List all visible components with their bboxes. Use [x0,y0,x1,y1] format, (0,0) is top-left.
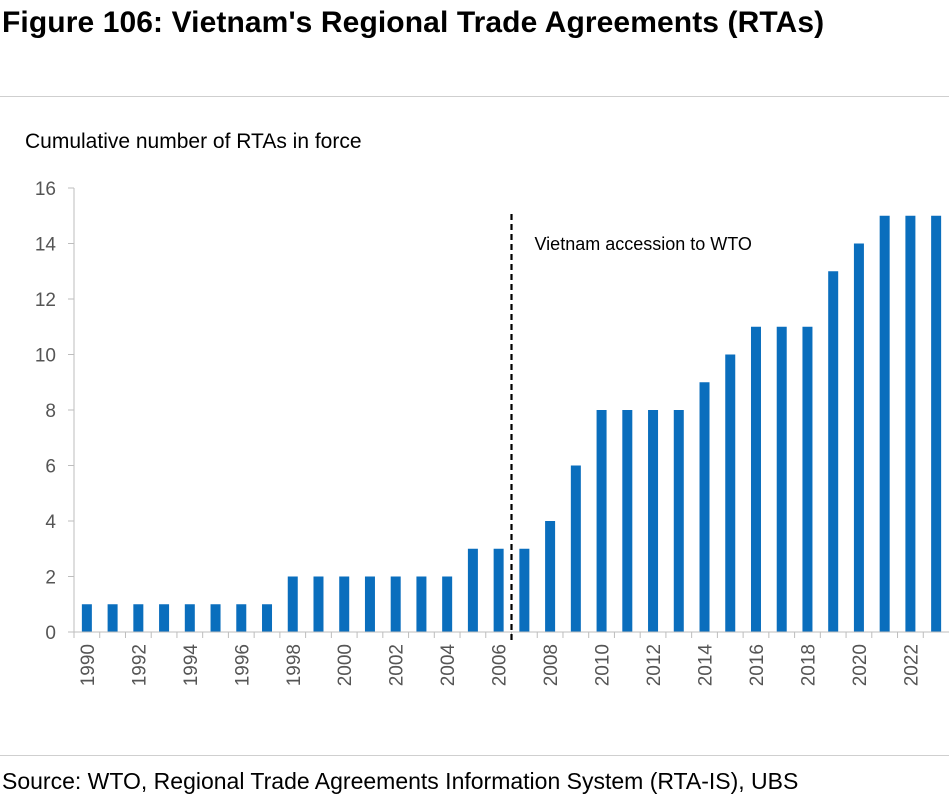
y-tick-label: 8 [45,401,56,422]
bar-1996 [236,604,247,632]
bar-2023 [931,215,942,632]
y-tick-label: 14 [35,235,57,256]
bar-1995 [210,604,221,632]
x-tick-label: 1990 [78,644,99,686]
bar-2010 [596,410,607,632]
bar-2002 [390,576,401,632]
x-tick-label: 2004 [438,644,459,687]
x-tick-label: 2016 [747,644,768,686]
x-tick-label: 2022 [901,644,922,686]
x-axis: 1990 1992 1994 1996 1998 2000 2002 2004 2006 2008… [73,631,949,687]
bar-2003 [416,576,427,632]
bar-1991 [107,604,118,632]
y-tick-label: 0 [45,623,56,644]
y-tick-label: 16 [35,179,56,200]
x-tick-label: 2020 [850,644,871,686]
wto-accession-label: Vietnam accession to WTO [535,234,752,254]
y-tick-label: 12 [35,290,56,311]
x-tick-label: 2010 [593,644,614,686]
bar-2019 [828,271,839,632]
bar-2008 [545,521,556,632]
bar-2004 [442,576,453,632]
bar-2013 [673,410,684,632]
bar-2015 [725,354,736,632]
bar-2007 [519,548,530,632]
x-tick-label: 2000 [335,644,356,686]
bar-1990 [81,604,92,632]
bars [81,215,942,632]
x-tick-label: 1998 [284,644,305,686]
y-tick-label: 4 [45,512,56,533]
bar-1997 [262,604,273,632]
bar-1999 [313,576,324,632]
bar-2001 [364,576,375,632]
bar-2021 [879,215,890,632]
x-tick-label: 2008 [541,644,562,686]
bar-1998 [287,576,298,632]
x-tick-label: 2018 [798,644,819,686]
x-tick-label: 1992 [129,644,150,686]
x-tick-label: 1996 [232,644,253,686]
x-tick-label: 2006 [490,644,511,686]
bar-chart: 0 2 4 6 8 10 12 14 16 1990 1992 1994 1996 1998 2000 20… [35,179,949,687]
figure-title: Figure 106: Vietnam's Regional Trade Agr… [2,6,825,39]
bar-2009 [570,465,581,632]
x-tick-label: 2012 [644,644,665,686]
bar-2017 [776,326,787,632]
y-tick-label: 10 [35,346,56,367]
bar-2022 [905,215,916,632]
y-axis-label: Cumulative number of RTAs in force [25,130,362,153]
bar-2006 [493,548,504,632]
bar-2012 [648,410,659,632]
bar-1994 [184,604,195,632]
y-tick-label: 2 [45,568,56,589]
bar-2016 [750,326,761,632]
bar-2018 [802,326,813,632]
y-tick-label: 6 [45,457,56,478]
bar-2011 [622,410,633,632]
x-tick-label: 1994 [181,644,202,687]
top-divider [0,96,949,97]
bar-2014 [699,382,710,632]
wto-annotation: Vietnam accession to WTO [510,214,752,642]
y-axis: 0 2 4 6 8 10 12 14 16 [35,179,75,644]
bar-1992 [133,604,144,632]
bar-2000 [339,576,350,632]
bar-1993 [159,604,170,632]
source-note: Source: WTO, Regional Trade Agreements I… [2,768,799,794]
bar-2020 [853,243,864,632]
x-tick-label: 2014 [696,644,717,687]
x-tick-label: 2002 [387,644,408,686]
bottom-divider [0,755,949,756]
bar-2005 [467,548,478,632]
